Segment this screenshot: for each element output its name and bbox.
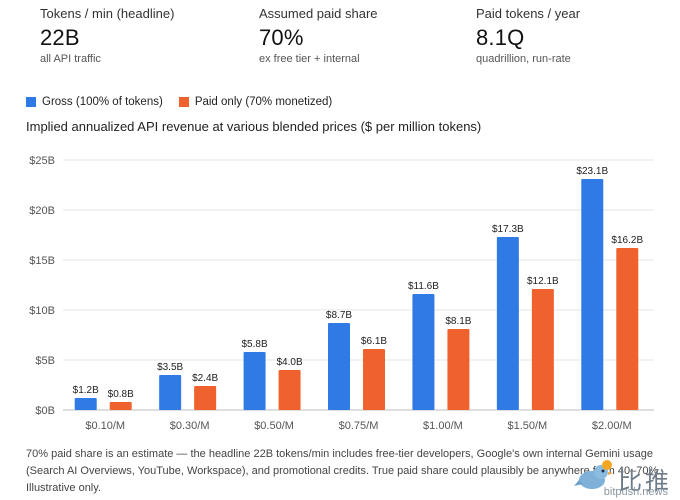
data-label: $12.1B: [527, 276, 559, 287]
legend-item-gross: Gross (100% of tokens): [26, 96, 163, 108]
x-tick-label: $2.00/M: [592, 420, 632, 432]
y-tick-label: $0B: [35, 405, 55, 417]
chart-title: Implied annualized API revenue at variou…: [26, 119, 482, 134]
bar-gross: [496, 237, 519, 410]
bird-logo-icon: [574, 460, 613, 489]
x-tick-label: $1.50/M: [507, 420, 547, 432]
bar-gross: [412, 294, 435, 410]
data-label: $3.5B: [157, 362, 183, 373]
data-label: $6.1B: [361, 336, 387, 347]
watermark-text: 比推: [618, 468, 672, 495]
kpi-tokens-per-min: Tokens / min (headline) 22B all API traf…: [40, 6, 174, 65]
kpi-subtext: quadrillion, run-rate: [476, 53, 571, 65]
x-tick-label: $1.00/M: [423, 420, 463, 432]
bar-paid: [616, 248, 639, 410]
kpi-paid-share: Assumed paid share 70% ex free tier + in…: [259, 6, 378, 65]
data-label: $8.7B: [326, 310, 352, 321]
x-tick-label: $0.50/M: [254, 420, 294, 432]
kpi-value: 8.1Q: [476, 25, 525, 50]
watermark: 比推 bitpush.news: [574, 460, 672, 498]
data-label: $5.8B: [242, 339, 268, 350]
bar-paid: [194, 386, 217, 410]
bar-paid: [447, 329, 470, 410]
data-label: $4.0B: [277, 357, 303, 368]
chart-legend: Gross (100% of tokens) Paid only (70% mo…: [26, 96, 332, 108]
bar-paid: [363, 349, 385, 410]
x-tick-label: $0.10/M: [85, 420, 125, 432]
legend-swatch-gross: [26, 97, 36, 107]
kpi-value: 22B: [40, 25, 80, 50]
footnote: 70% paid share is an estimate — the head…: [26, 448, 662, 494]
y-tick-label: $25B: [29, 155, 55, 167]
y-tick-label: $20B: [29, 205, 55, 217]
legend-label-gross: Gross (100% of tokens): [42, 96, 163, 108]
bar-gross: [328, 323, 350, 410]
kpi-paid-tokens-year: Paid tokens / year 8.1Q quadrillion, run…: [476, 6, 580, 65]
y-tick-label: $15B: [29, 255, 55, 267]
legend-item-paid: Paid only (70% monetized): [178, 96, 333, 108]
bar-gross: [243, 352, 266, 410]
kpi-subtext: all API traffic: [40, 53, 101, 65]
data-label: $1.2B: [73, 385, 99, 396]
kpi-subtext: ex free tier + internal: [259, 53, 360, 65]
data-label: $16.2B: [611, 235, 643, 246]
y-tick-label: $10B: [29, 305, 55, 317]
bar-gross: [159, 375, 182, 410]
bar-paid: [278, 370, 301, 410]
data-label: $11.6B: [408, 281, 439, 292]
bar-chart: $0B $5B $10B $15B $20B $25B $1.2B $0.8B $0.10/M $…: [29, 155, 654, 432]
kpi-label: Assumed paid share: [259, 6, 378, 21]
watermark-url: bitpush.news: [603, 486, 668, 498]
data-label: $8.1B: [445, 316, 471, 327]
data-label: $23.1B: [576, 166, 608, 177]
legend-label-paid: Paid only (70% monetized): [194, 96, 333, 108]
bar-gross: [581, 179, 604, 410]
kpi-label: Tokens / min (headline): [40, 6, 175, 21]
x-tick-label: $0.30/M: [170, 420, 210, 432]
bar-paid: [109, 402, 132, 410]
kpi-value: 70%: [259, 25, 304, 50]
x-tick-label: $0.75/M: [339, 420, 379, 432]
kpi-row: Tokens / min (headline) 22B all API traf…: [40, 6, 660, 66]
data-label: $2.4B: [192, 373, 218, 384]
bar-gross: [74, 398, 97, 410]
y-tick-label: $5B: [35, 355, 55, 367]
legend-swatch-paid: [178, 97, 189, 107]
data-label: $17.3B: [492, 224, 524, 235]
bar-paid: [531, 289, 554, 410]
kpi-label: Paid tokens / year: [476, 6, 581, 21]
data-label: $0.8B: [108, 389, 134, 400]
